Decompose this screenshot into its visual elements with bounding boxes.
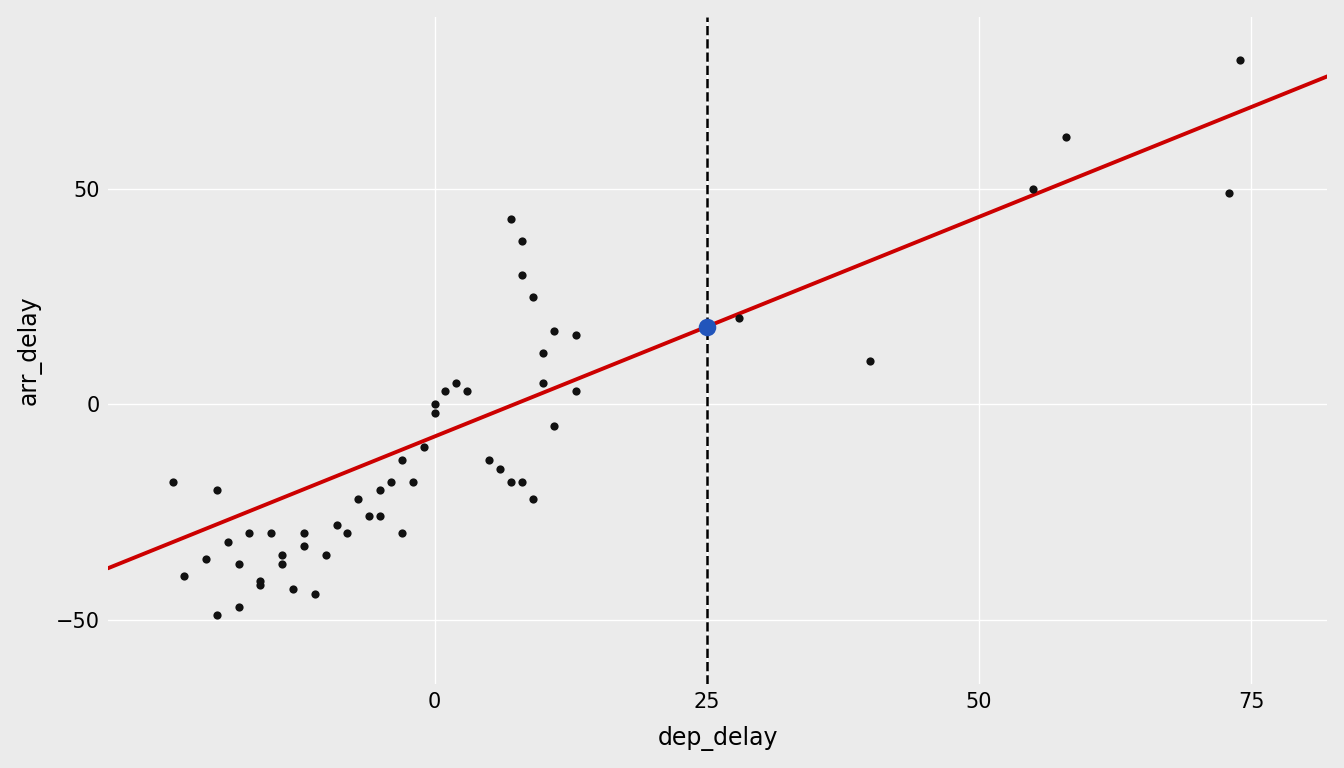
X-axis label: dep_delay: dep_delay [657, 727, 778, 751]
Point [1230, 54, 1251, 66]
Point [271, 549, 293, 561]
Point [380, 475, 402, 488]
Point [271, 558, 293, 570]
Point [206, 609, 227, 621]
Point [314, 549, 336, 561]
Point [521, 290, 543, 303]
Point [423, 398, 445, 410]
Point [511, 234, 532, 247]
Point [293, 528, 314, 540]
Point [163, 475, 184, 488]
Point [336, 528, 358, 540]
Point [1023, 183, 1044, 195]
Point [370, 510, 391, 522]
Point [511, 475, 532, 488]
Point [250, 574, 271, 587]
Point [227, 558, 249, 570]
Point [216, 536, 238, 548]
Point [489, 462, 511, 475]
Point [511, 269, 532, 281]
Point [195, 553, 216, 565]
Point [500, 475, 521, 488]
Point [325, 518, 347, 531]
Point [543, 419, 564, 432]
Point [348, 493, 370, 505]
Point [206, 484, 227, 496]
Point [457, 386, 478, 398]
Point [391, 528, 413, 540]
Point [402, 475, 423, 488]
Point [478, 454, 500, 466]
Point [250, 579, 271, 591]
Point [521, 493, 543, 505]
Point [423, 407, 445, 419]
Point [413, 441, 434, 453]
Point [359, 510, 380, 522]
Point [261, 528, 282, 540]
Point [1055, 131, 1077, 144]
Point [293, 540, 314, 552]
Point [173, 571, 195, 583]
Point [566, 329, 587, 342]
Point [239, 528, 261, 540]
Point [434, 386, 456, 398]
Point [696, 320, 718, 333]
Point [227, 601, 249, 613]
Point [1219, 187, 1241, 200]
Point [543, 325, 564, 337]
Point [859, 355, 880, 367]
Y-axis label: arr_delay: arr_delay [16, 296, 42, 406]
Point [532, 376, 554, 389]
Point [370, 484, 391, 496]
Point [282, 583, 304, 595]
Point [446, 376, 468, 389]
Point [304, 588, 325, 600]
Point [391, 454, 413, 466]
Point [532, 346, 554, 359]
Point [566, 386, 587, 398]
Point [728, 312, 750, 324]
Point [500, 213, 521, 225]
